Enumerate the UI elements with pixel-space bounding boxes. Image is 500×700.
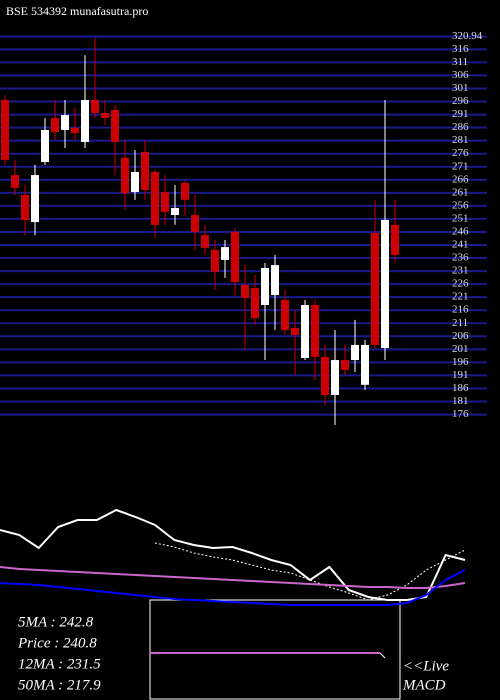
y-tick-label: 246 [452,225,469,237]
y-tick-label: 256 [452,199,469,211]
y-tick-label: 281 [452,134,469,146]
candle-body [81,99,89,142]
candle-body [341,360,349,370]
candle-body [1,99,9,160]
candle-body [161,192,169,212]
y-tick-label: 181 [452,395,469,407]
y-tick-label: 226 [452,278,469,290]
indicator-line [0,508,466,601]
y-tick-label: 261 [452,186,469,198]
y-tick-label: 201 [452,343,469,355]
live-label: <<Live [403,658,449,674]
candle-body [21,194,29,220]
candle-body [121,157,129,194]
y-tick-label: 216 [452,304,469,316]
info-line: 5MA : 242.8 [18,614,94,630]
chart-title: BSE 534392 munafasutra.pro [6,4,148,18]
candle-body [71,127,79,134]
candle-body [191,215,199,232]
candle-body [111,109,119,142]
candle-body [31,175,39,223]
y-tick-label: 221 [452,291,469,303]
info-line: Price : 240.8 [17,635,97,651]
y-tick-label: 241 [452,239,469,251]
candle-body [51,117,59,133]
candle-body [41,129,49,163]
info-line: 12MA : 231.5 [18,656,101,672]
candle-body [331,360,339,395]
y-tick-label: 296 [452,95,469,107]
candle-body [131,171,139,193]
y-tick-label: 266 [452,173,469,185]
candle-body [321,356,329,395]
candle-body [91,99,99,113]
y-tick-label: 186 [452,382,469,394]
candle-body [371,233,379,345]
candle-body [171,207,179,215]
y-tick-label: 236 [452,252,469,264]
candle-body [311,305,319,357]
y-tick-label: 291 [452,108,469,120]
y-tick-label: 320.94 [452,30,483,42]
candle-body [271,265,279,296]
y-tick-label: 251 [452,212,469,224]
candle-body [291,327,299,335]
indicator-line [154,542,466,601]
candle-body [151,171,159,225]
y-tick-label: 306 [452,69,469,81]
candle-body [381,219,389,349]
y-tick-label: 301 [452,82,469,94]
y-tick-label: 196 [452,356,469,368]
indicator-line [0,566,466,589]
y-tick-label: 316 [452,43,469,55]
indicator-line [0,569,466,606]
macd-tail [379,652,386,659]
macd-label: MACD [402,677,446,693]
y-tick-label: 286 [452,121,469,133]
candle-body [211,249,219,272]
candle-body [221,247,229,260]
y-tick-label: 206 [452,330,469,342]
y-tick-label: 176 [452,408,469,420]
candle-body [391,224,399,255]
candle-body [141,151,149,190]
y-tick-label: 191 [452,369,469,381]
macd-box [149,599,401,700]
candle-body [61,115,69,130]
candle-body [351,344,359,361]
info-backdrop [0,607,148,700]
candle-body [301,305,309,358]
candle-body [101,113,109,118]
info-line: 50MA : 217.9 [18,677,101,693]
y-tick-label: 276 [452,147,469,159]
candle-body [231,231,239,283]
y-tick-label: 311 [452,56,468,68]
candle-body [181,182,189,200]
candle-body [251,288,259,319]
candle-body [11,175,19,188]
candle-body [261,267,269,305]
y-tick-label: 231 [452,265,469,277]
candle-body [201,235,209,248]
candle-body [281,300,289,331]
y-tick-label: 211 [452,317,468,329]
y-tick-label: 271 [452,160,469,172]
candle-body [241,284,249,298]
candle-body [361,344,369,385]
